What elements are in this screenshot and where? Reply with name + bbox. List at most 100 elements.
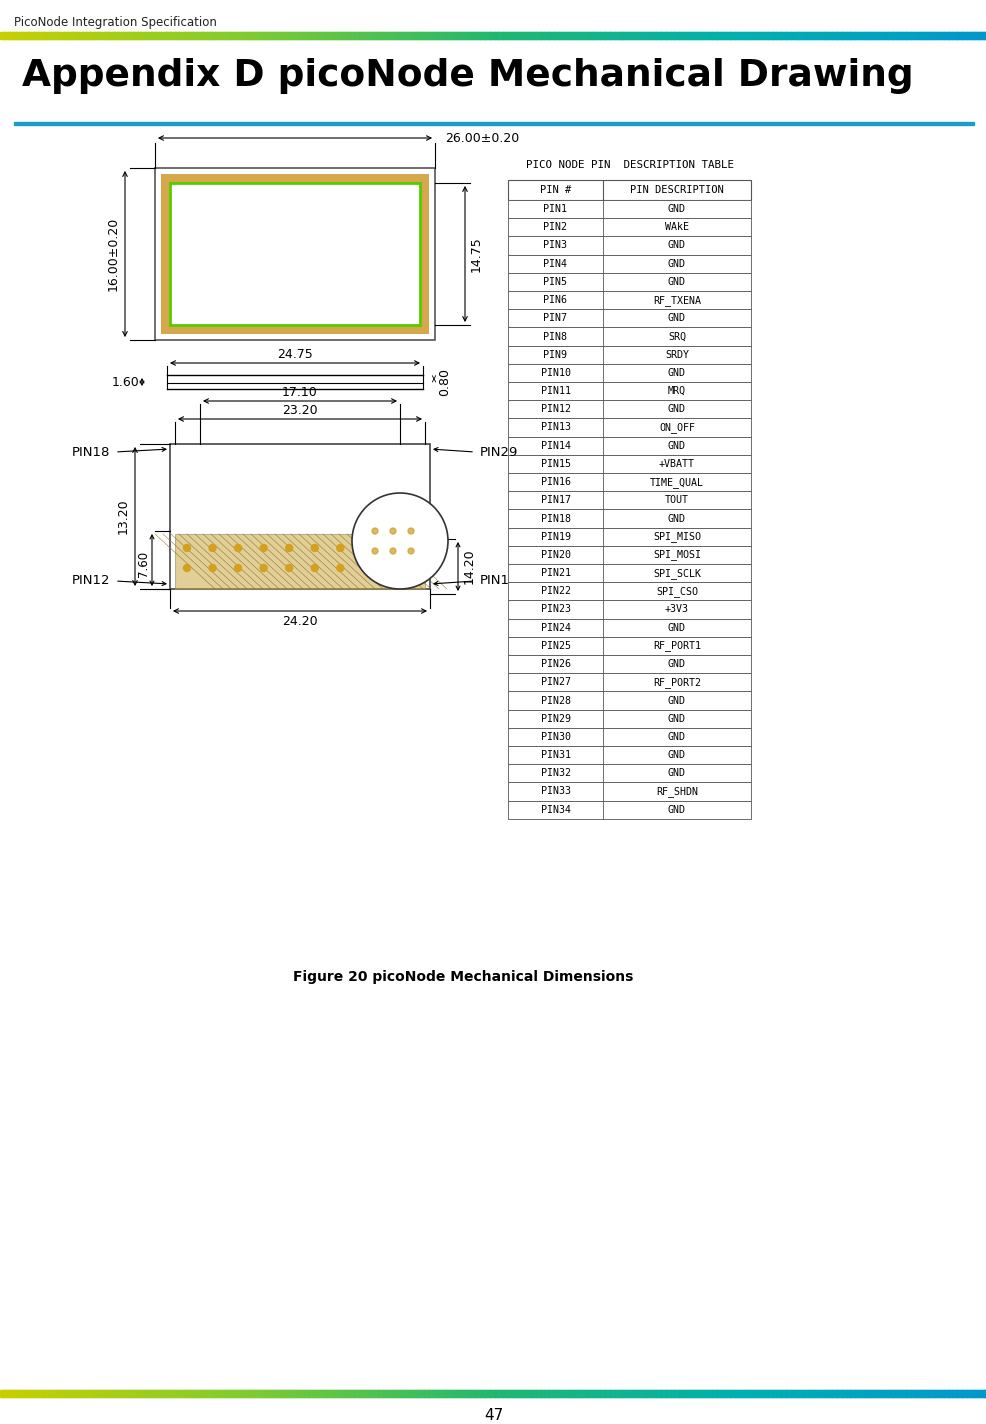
Bar (722, 31, 724, 38)
Bar (634, 1390, 637, 1397)
Text: SRDY: SRDY (665, 350, 688, 360)
Bar (608, 31, 610, 38)
Circle shape (372, 528, 378, 534)
Bar (460, 1390, 462, 1397)
Bar (884, 1390, 886, 1397)
Text: PIN10: PIN10 (540, 367, 570, 377)
Bar (303, 1390, 305, 1397)
Bar (929, 1390, 931, 1397)
Bar (646, 31, 649, 38)
Bar (470, 31, 472, 38)
Text: PIN32: PIN32 (540, 769, 570, 779)
Bar (104, 31, 106, 38)
Bar (782, 1390, 785, 1397)
Bar (690, 31, 693, 38)
Bar (851, 31, 854, 38)
Bar (703, 1390, 706, 1397)
Bar (294, 1390, 297, 1397)
Bar (718, 1390, 721, 1397)
Bar (964, 1390, 967, 1397)
Bar (13, 31, 16, 38)
Bar (779, 31, 782, 38)
Bar (138, 31, 141, 38)
Bar (855, 1390, 857, 1397)
Bar (644, 31, 647, 38)
Bar (463, 31, 466, 38)
Bar (953, 1390, 955, 1397)
Bar (483, 31, 486, 38)
Bar (818, 1390, 821, 1397)
Bar (508, 637, 750, 655)
Bar (754, 31, 757, 38)
Bar (742, 31, 745, 38)
Bar (337, 1390, 339, 1397)
Bar (108, 1390, 111, 1397)
Bar (171, 1390, 174, 1397)
Bar (868, 31, 871, 38)
Text: RF_TXENA: RF_TXENA (653, 295, 700, 306)
Bar (700, 31, 703, 38)
Bar (584, 1390, 586, 1397)
Bar (904, 1390, 906, 1397)
Bar (204, 31, 206, 38)
Bar (675, 31, 678, 38)
Bar (863, 31, 866, 38)
Bar (441, 1390, 443, 1397)
Bar (580, 1390, 583, 1397)
Bar (496, 1390, 499, 1397)
Bar (170, 1390, 172, 1397)
Bar (882, 1390, 885, 1397)
Bar (717, 31, 719, 38)
Bar (486, 31, 489, 38)
Bar (804, 1390, 807, 1397)
Bar (945, 31, 948, 38)
Bar (944, 1390, 946, 1397)
Bar (530, 1390, 533, 1397)
Bar (192, 31, 195, 38)
Bar (659, 31, 662, 38)
Text: RF_SHDN: RF_SHDN (656, 786, 697, 797)
Bar (128, 31, 131, 38)
Bar (621, 1390, 624, 1397)
Bar (555, 31, 558, 38)
Bar (426, 31, 428, 38)
Bar (544, 31, 546, 38)
Bar (473, 1390, 476, 1397)
Bar (463, 1390, 466, 1397)
Bar (150, 1390, 152, 1397)
Bar (190, 31, 193, 38)
Bar (535, 1390, 538, 1397)
Bar (730, 1390, 733, 1397)
Bar (205, 1390, 208, 1397)
Bar (550, 31, 553, 38)
Bar (789, 31, 792, 38)
Bar (885, 1390, 888, 1397)
Bar (200, 1390, 203, 1397)
Bar (801, 1390, 803, 1397)
Bar (156, 1390, 159, 1397)
Bar (833, 31, 836, 38)
Bar (592, 1390, 595, 1397)
Bar (594, 31, 596, 38)
Bar (623, 31, 625, 38)
Bar (940, 1390, 943, 1397)
Text: PIN30: PIN30 (540, 732, 570, 742)
Bar (820, 31, 822, 38)
Bar (407, 1390, 410, 1397)
Bar (634, 31, 637, 38)
Bar (835, 1390, 837, 1397)
Bar (434, 31, 437, 38)
Bar (828, 1390, 831, 1397)
Bar (120, 31, 122, 38)
Bar (677, 1390, 679, 1397)
Bar (590, 1390, 593, 1397)
Bar (234, 31, 236, 38)
Bar (733, 31, 736, 38)
Bar (116, 1390, 119, 1397)
Bar (299, 31, 302, 38)
Bar (964, 31, 967, 38)
Bar (61, 31, 63, 38)
Bar (155, 31, 157, 38)
Bar (404, 1390, 407, 1397)
Bar (708, 31, 711, 38)
